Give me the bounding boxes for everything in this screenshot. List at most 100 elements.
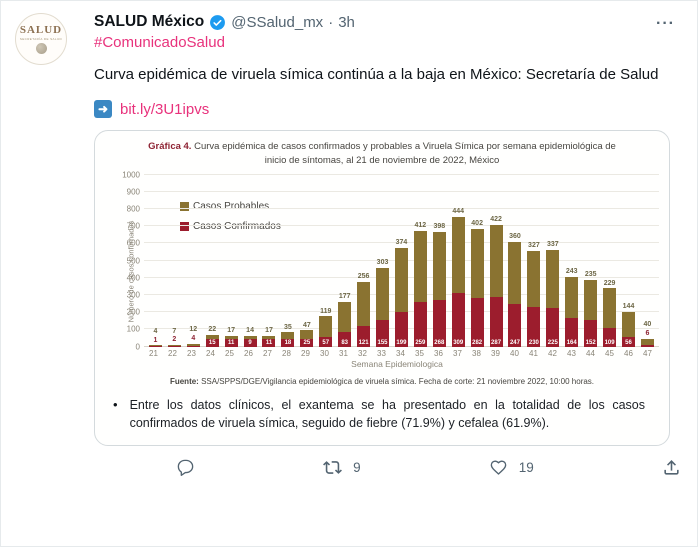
confirmados-segment: 56 (622, 336, 635, 347)
confirmados-value-label: 199 (396, 339, 407, 346)
confirmados-segment: 18 (281, 338, 295, 347)
probables-value-label: 374 (395, 239, 408, 247)
bars-row: 4 1 7 2 12 4 22 15 17 11 14 9 17 11 35 18 47 25 119 57 177 83… (146, 175, 657, 347)
stacked-bar: 152 (584, 279, 598, 347)
y-tick-label: 900 (126, 187, 140, 197)
confirmados-segment (186, 345, 200, 347)
confirmados-value-label: 230 (528, 339, 539, 346)
probables-segment (224, 335, 238, 339)
heart-icon (490, 460, 507, 475)
x-tick-label: 25 (225, 348, 234, 358)
stacked-bar (167, 344, 181, 347)
y-tick-label: 700 (126, 221, 140, 231)
legend-swatch (180, 201, 189, 211)
chart-source-note: Fuente: SSA/SPPS/DGE/Vigilancia epidemio… (105, 377, 659, 386)
x-tick-label: 22 (168, 348, 177, 358)
probables-value-label: 422 (490, 215, 502, 223)
confirmados-segment: 121 (357, 325, 371, 347)
probables-value-label: 17 (265, 326, 273, 334)
confirmados-value-label: 225 (547, 339, 558, 346)
probables-value-label: 235 (584, 271, 597, 279)
x-tick-label: 46 (624, 348, 633, 358)
user-handle[interactable]: @SSalud_mx (231, 13, 324, 31)
clinical-note-text: Entre los datos clínicos, el exantema se… (129, 397, 645, 431)
probables-segment (338, 301, 352, 333)
gridline (144, 190, 659, 192)
stacked-bar: 15 (205, 334, 219, 347)
share-button[interactable] (662, 458, 681, 477)
bar-week-28: 35 18 (278, 175, 297, 347)
reply-icon (177, 459, 194, 476)
confirmados-segment: 109 (603, 327, 617, 347)
timestamp[interactable]: 3h (338, 13, 355, 31)
tweet-text: Curva epidémica de viruela símica contin… (94, 66, 659, 83)
bar-week-24: 22 15 (203, 175, 222, 347)
chart-title: Gráfica 4. Curva epidémica de casos conf… (147, 140, 617, 169)
bar-week-35: 412 259 (411, 175, 430, 347)
y-tick-label: 400 (126, 273, 140, 283)
probables-segment (281, 332, 295, 339)
probables-segment (357, 281, 371, 326)
probables-value-label: 398 (433, 223, 446, 231)
hashtag-link[interactable]: #ComunicadoSalud (94, 34, 225, 51)
x-tick-label: 30 (320, 348, 329, 358)
avatar[interactable]: SALUD SECRETARÍA DE SALUD (15, 13, 67, 65)
x-axis-label: Semana Epidemiologica (351, 358, 443, 369)
y-tick-label: 300 (126, 290, 140, 300)
stacked-bar: 9 (243, 336, 257, 347)
probables-segment (470, 228, 484, 298)
x-axis-ticks: 21 22 23 24 25 26 27 28 29 30 31 32 33 34 35 36 37 38 39 40… (144, 349, 657, 358)
more-menu-button[interactable]: ··· (656, 15, 675, 32)
probables-value-label: 229 (603, 279, 616, 287)
confirmados-value-label: 9 (248, 339, 252, 346)
bar-week-46: 144 56 (619, 175, 638, 347)
confirmados-value-label: 2 (172, 336, 177, 344)
tweet: SALUD SECRETARÍA DE SALUD ··· SALUD Méxi… (1, 1, 697, 477)
gridline (144, 173, 659, 175)
probables-value-label: 177 (338, 293, 351, 301)
y-tick-label: 200 (126, 307, 140, 317)
confirmados-value-label: 259 (415, 339, 426, 346)
like-button[interactable]: 19 (489, 458, 534, 477)
bar-week-47: 40 6 (638, 175, 657, 347)
confirmados-value-label: 247 (509, 339, 520, 346)
probables-value-label: 47 (302, 321, 311, 329)
y-tick-label: 800 (126, 204, 140, 214)
confirmados-value-label: 11 (227, 339, 235, 346)
probables-segment (413, 231, 427, 302)
confirmados-segment: 309 (451, 293, 465, 347)
confirmados-value-label: 268 (434, 339, 445, 346)
arrow-right-icon: ➜ (94, 100, 112, 118)
chart-card: Gráfica 4. Curva epidémica de casos conf… (94, 130, 670, 446)
confirmados-segment: 247 (508, 304, 522, 347)
confirmados-value-label: 15 (208, 339, 216, 346)
gridline (144, 242, 659, 244)
probables-value-label: 119 (320, 307, 332, 315)
bar-week-29: 47 25 (297, 175, 316, 347)
display-name[interactable]: SALUD México (94, 13, 205, 30)
bar-week-37: 444 309 (449, 175, 468, 347)
stacked-bar: 259 (413, 231, 427, 347)
bar-week-31: 177 83 (335, 175, 354, 347)
confirmados-segment: 164 (565, 318, 579, 347)
bitly-link[interactable]: bit.ly/3U1ipvs (120, 100, 210, 118)
confirmados-value-label: 11 (265, 339, 273, 346)
probables-segment (262, 335, 276, 339)
x-tick-label: 24 (206, 348, 215, 358)
probables-segment (489, 224, 503, 298)
probables-value-label: 40 (643, 321, 652, 329)
avatar-salud-text: SALUD (19, 24, 63, 36)
x-tick-label: 35 (415, 348, 424, 358)
probables-value-label: 402 (471, 220, 483, 228)
confirmados-value-label: 309 (453, 339, 464, 346)
bar-week-27: 17 11 (260, 175, 279, 347)
reply-button[interactable] (176, 458, 195, 477)
confirmados-segment: 11 (262, 338, 276, 347)
probables-segment (243, 336, 257, 339)
chart-title-rest: Curva epidémica de casos confirmados y p… (191, 141, 616, 167)
probables-value-label: 444 (452, 208, 465, 216)
retweet-button[interactable]: 9 (323, 458, 361, 477)
confirmados-segment: 152 (584, 320, 598, 347)
